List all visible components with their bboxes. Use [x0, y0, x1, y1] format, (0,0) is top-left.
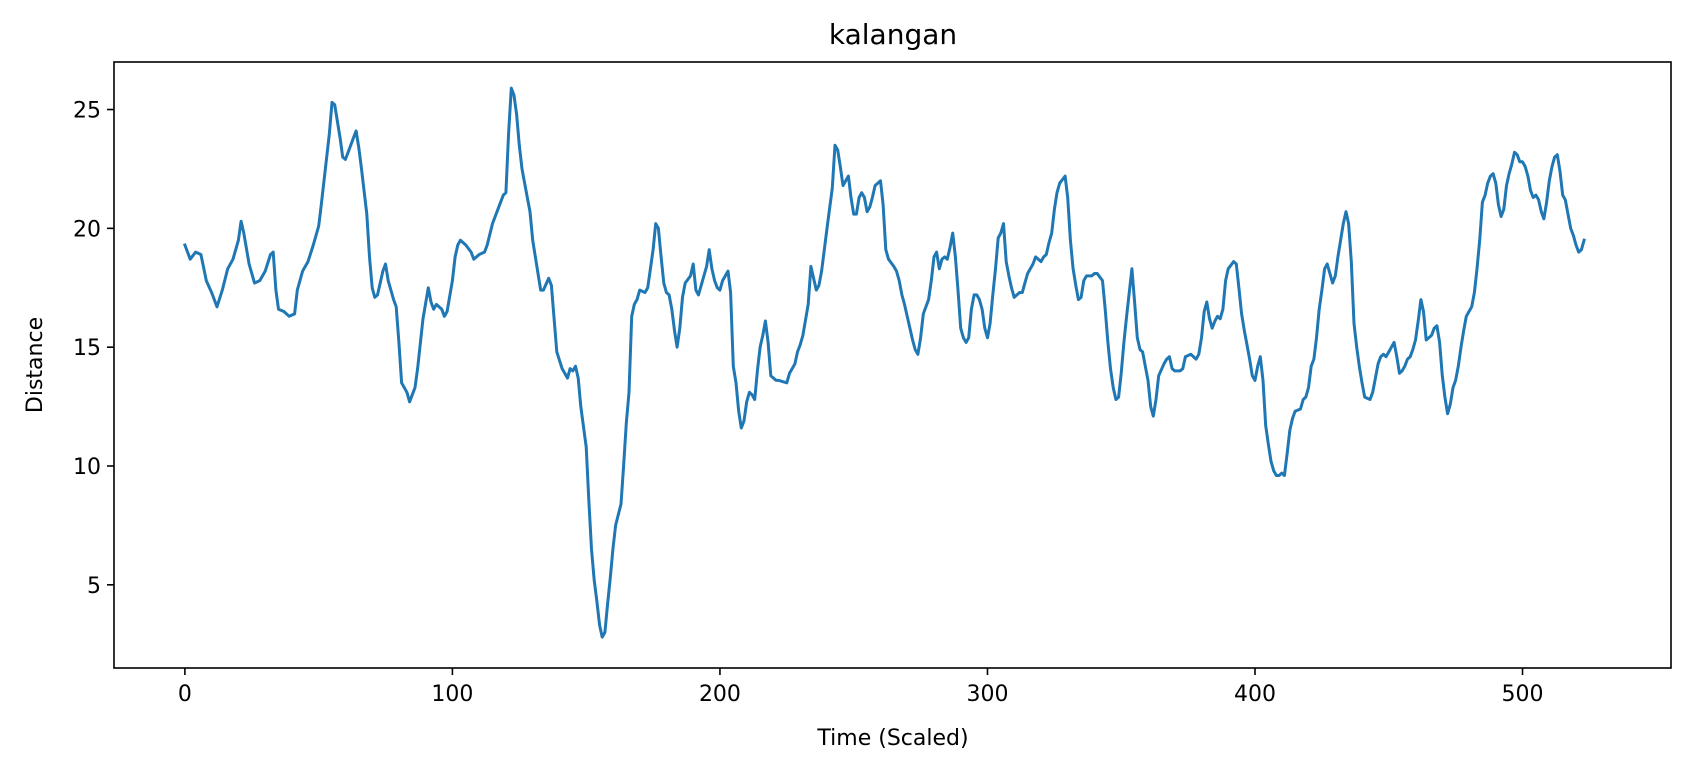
series-line: [182, 86, 1586, 639]
y-tick-label: 5: [87, 574, 101, 599]
y-axis-label: Distance: [23, 317, 48, 413]
x-tick-label: 400: [1234, 682, 1276, 707]
y-tick-label: 15: [73, 336, 101, 361]
x-tick-label: 200: [699, 682, 741, 707]
x-axis: 0 100 200 300 400 500: [178, 668, 1544, 707]
x-tick-label: 500: [1502, 682, 1544, 707]
x-tick-label: 0: [178, 682, 192, 707]
x-tick-label: 300: [966, 682, 1008, 707]
x-tick-label: 100: [431, 682, 473, 707]
axes-frame: [113, 61, 1672, 669]
chart-title: kalangan: [829, 18, 957, 51]
y-tick-label: 10: [73, 455, 101, 480]
y-axis: 5 10 15 20 25: [73, 99, 114, 599]
y-tick-label: 25: [73, 99, 101, 124]
plot-area: [113, 61, 1672, 669]
y-tick-label: 20: [73, 217, 101, 242]
x-axis-label: Time (Scaled): [816, 726, 968, 751]
